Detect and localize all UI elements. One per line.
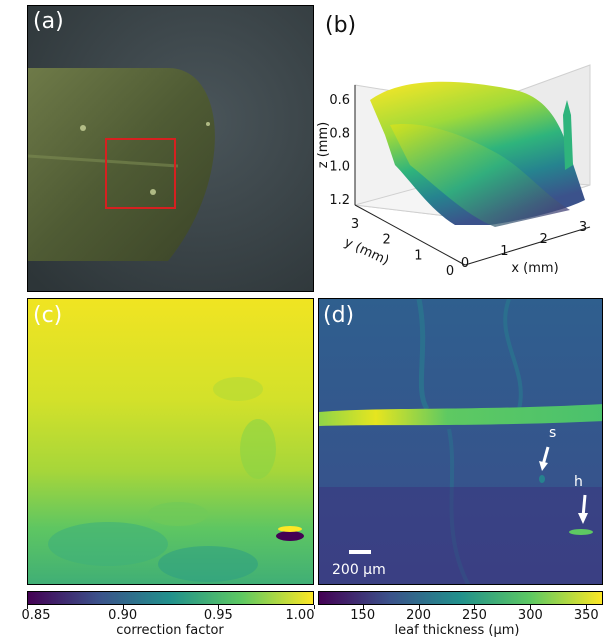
roi-box: [105, 138, 176, 209]
dark-region: [319, 487, 602, 584]
colorbar-tick-label: 1.00: [285, 608, 315, 623]
scale-bar: [349, 550, 371, 554]
heat-blob: [158, 546, 258, 582]
minor-vein: [447, 428, 471, 584]
colorbar-tick-mark: [586, 605, 588, 609]
minor-vein: [416, 299, 430, 411]
y-tick-label: 0: [446, 264, 454, 279]
colorbar-tick-mark: [530, 605, 532, 609]
colorbar-tick-mark: [122, 605, 124, 609]
x-tick-label: 3: [579, 220, 587, 235]
leaf-spot: [150, 189, 156, 195]
heatmap-thickness: [319, 299, 602, 584]
panel-label-d: (d): [323, 303, 355, 328]
colorbar-tick-label: 300: [517, 608, 543, 623]
surface-front-ridge: [390, 124, 570, 227]
colorbar-correction: [27, 591, 314, 605]
z-tick-label: 1.2: [329, 193, 350, 208]
panel-d-heatmap: (d) s h 200 μm: [318, 298, 603, 585]
panel-label-a: (a): [33, 9, 64, 34]
leaf-midrib: [28, 154, 179, 168]
y-tick-label: 1: [414, 248, 422, 263]
colorbar-tick-label: 250: [462, 608, 487, 623]
colorbar-tick-label: 150: [350, 608, 376, 623]
x-axis-label: x (mm): [511, 261, 558, 276]
x-tick-label: 2: [540, 232, 548, 247]
leaf-shape: [28, 68, 215, 261]
arrow-h-head: [578, 513, 588, 524]
surface-spike: [563, 100, 573, 170]
heat-rim: [278, 526, 302, 532]
panel-a-photo: (a): [27, 5, 314, 292]
arrow-s: [541, 446, 550, 466]
x-tick-label: 1: [500, 244, 508, 259]
scale-bar-label: 200 μm: [332, 562, 386, 578]
y-axis: [354, 204, 466, 266]
heat-hole: [276, 531, 304, 541]
colorbar-tick-label: 200: [406, 608, 431, 623]
colorbar-tick-mark: [362, 605, 364, 609]
heat-blob: [240, 419, 276, 479]
annotation-s: s: [549, 425, 557, 441]
stoma-spot: [539, 475, 545, 483]
z-tick-label: 1.0: [329, 160, 350, 175]
colorbar-tick-mark: [218, 605, 220, 609]
heat-blob: [48, 522, 168, 566]
hole-highlight: [569, 529, 593, 535]
z-axis-label: z (mm): [316, 122, 331, 168]
main-vein: [319, 404, 602, 426]
leaf-photo: [28, 6, 313, 291]
annotation-h: h: [574, 474, 583, 490]
y-tick-label: 2: [383, 233, 391, 248]
colorbar-thickness-label: leaf thickness (μm): [394, 623, 520, 638]
colorbar-tick-mark: [27, 605, 28, 609]
colorbar-tick-label: 0.90: [108, 608, 138, 623]
colorbar-tick-label: 0.95: [203, 608, 233, 623]
heat-blob: [148, 502, 208, 526]
z-tick-label: 0.6: [329, 93, 350, 108]
colorbar-tick-label: 350: [573, 608, 599, 623]
colorbar-tick-mark: [474, 605, 476, 609]
leaf-spot: [80, 125, 86, 131]
heat-blob: [213, 377, 263, 401]
y-tick-label: 3: [351, 217, 359, 232]
x-tick-label: 0: [461, 256, 469, 271]
colorbar-thickness: [318, 591, 603, 605]
heatmap-correction: [28, 299, 313, 584]
x-axis: [464, 226, 591, 266]
colorbar-tick-mark: [314, 605, 315, 609]
minor-vein: [503, 299, 523, 410]
panel-label-b: (b): [325, 13, 357, 38]
z-tick-label: 0.8: [329, 126, 350, 141]
leaf-spot: [206, 122, 210, 126]
colorbar-tick-mark: [418, 605, 420, 609]
colorbar-correction-label: correction factor: [116, 623, 224, 638]
arrow-s-head: [539, 461, 548, 471]
panel-label-c: (c): [33, 303, 63, 328]
panel-c-heatmap: (c): [27, 298, 314, 585]
colorbar-tick-label: 0.85: [21, 608, 51, 623]
